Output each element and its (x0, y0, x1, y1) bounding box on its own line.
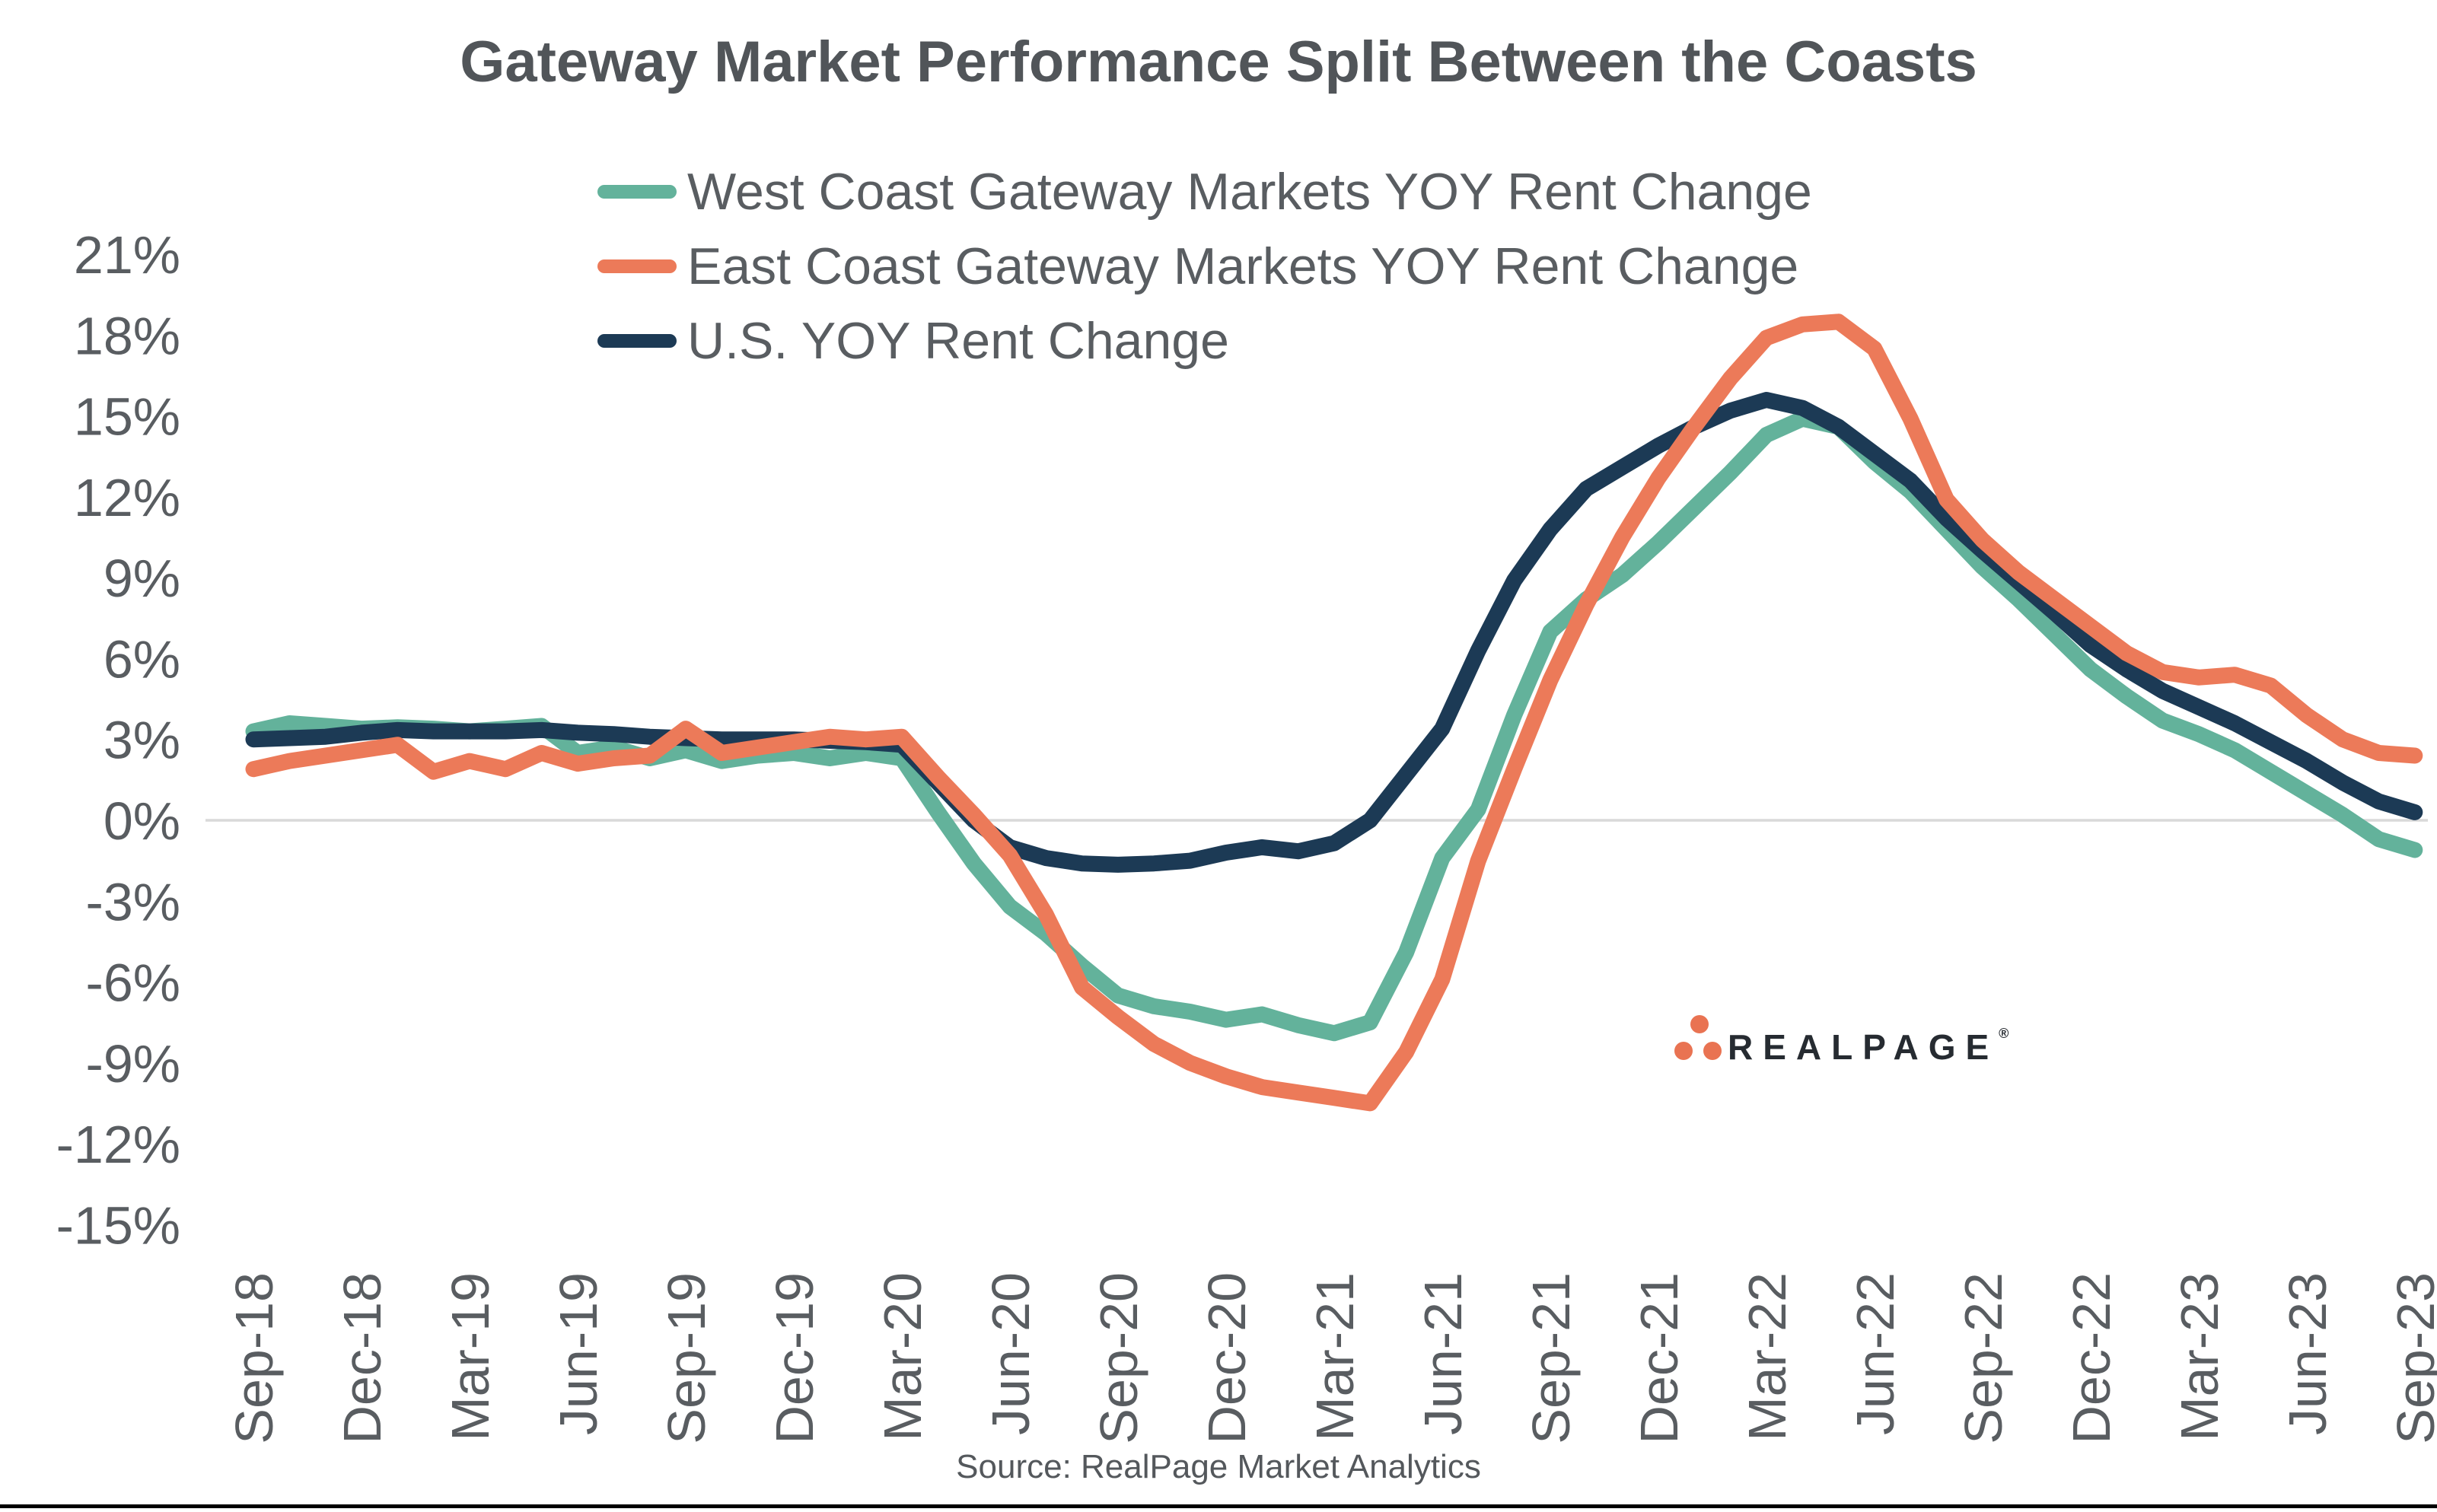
y-axis-tick-label: 6% (104, 629, 180, 689)
x-axis-tick-label: Dec-21 (1629, 1272, 1689, 1444)
bottom-border-rule (0, 1504, 2437, 1508)
y-axis-tick-label: -12% (56, 1115, 180, 1174)
x-axis-tick-label: Jun-19 (549, 1272, 608, 1435)
series-line-us (245, 392, 2423, 873)
x-axis-tick-label: Mar-23 (2170, 1272, 2229, 1441)
series-line-east-coast (245, 314, 2423, 1112)
chart-title: Gateway Market Performance Split Between… (460, 30, 1977, 94)
logo-wordmark: REALPAGE® (1728, 1026, 2009, 1067)
x-axis-tick-label: Sep-19 (657, 1272, 716, 1444)
chart-legend: West Coast Gateway Markets YOY Rent Chan… (597, 154, 1812, 378)
legend-item-west-coast: West Coast Gateway Markets YOY Rent Chan… (597, 154, 1812, 229)
realpage-logo: REALPAGE® (1671, 1009, 2009, 1070)
legend-item-east-coast: East Coast Gateway Markets YOY Rent Chan… (597, 229, 1812, 304)
y-axis-tick-label: 0% (104, 791, 180, 851)
west-coast-swatch-icon (597, 185, 677, 199)
y-axis-tick-label: 15% (74, 387, 180, 447)
y-axis-tick-label: 9% (104, 549, 180, 608)
x-axis-tick-label: Mar-21 (1305, 1272, 1365, 1441)
x-axis-tick-label: Jun-20 (981, 1272, 1040, 1435)
registered-mark: ® (1999, 1026, 2009, 1041)
east-coast-swatch-icon (597, 259, 677, 273)
x-axis-tick-label: Mar-19 (441, 1272, 500, 1441)
x-axis-tick-label: Jun-23 (2278, 1272, 2337, 1435)
legend-label-us: U.S. YOY Rent Change (687, 312, 1229, 370)
us-swatch-icon (597, 334, 677, 348)
x-axis-tick-label: Dec-20 (1197, 1272, 1257, 1444)
x-axis-tick-label: Mar-22 (1738, 1272, 1797, 1441)
x-axis-tick-label: Jun-21 (1413, 1272, 1473, 1435)
x-axis-tick-label: Sep-21 (1521, 1272, 1581, 1444)
logo-dot-icon (1690, 1015, 1709, 1033)
x-axis-tick-label: Sep-20 (1089, 1272, 1148, 1444)
y-axis-tick-label: 12% (74, 468, 180, 527)
logo-dot-icon (1674, 1042, 1693, 1060)
y-axis-tick-label: -6% (86, 953, 180, 1013)
y-axis-tick-label: -3% (86, 872, 180, 931)
legend-label-east-coast: East Coast Gateway Markets YOY Rent Chan… (687, 237, 1799, 295)
series-line-west-coast (245, 410, 2423, 1042)
y-axis-tick-label: -9% (86, 1034, 180, 1093)
x-axis-tick-label: Jun-22 (1846, 1272, 1905, 1435)
x-axis-tick-label: Sep-22 (1954, 1272, 2013, 1444)
y-axis-tick-label: -15% (56, 1195, 180, 1255)
x-axis-tick-label: Dec-18 (333, 1272, 392, 1444)
x-axis-tick-label: Mar-20 (873, 1272, 932, 1441)
x-axis-tick-label: Dec-19 (765, 1272, 824, 1444)
x-axis-tick-label: Sep-18 (225, 1272, 284, 1444)
y-axis-tick-label: 18% (74, 306, 180, 365)
y-axis-tick-label: 21% (74, 225, 180, 285)
legend-label-west-coast: West Coast Gateway Markets YOY Rent Chan… (687, 163, 1812, 221)
source-attribution: Source: RealPage Market Analytics (956, 1448, 1481, 1485)
x-axis-tick-label: Sep-23 (2386, 1272, 2437, 1444)
logo-dot-icon (1703, 1042, 1722, 1060)
y-axis-tick-label: 3% (104, 711, 180, 770)
legend-item-us: U.S. YOY Rent Change (597, 304, 1812, 378)
x-axis-tick-label: Dec-22 (2062, 1272, 2121, 1444)
